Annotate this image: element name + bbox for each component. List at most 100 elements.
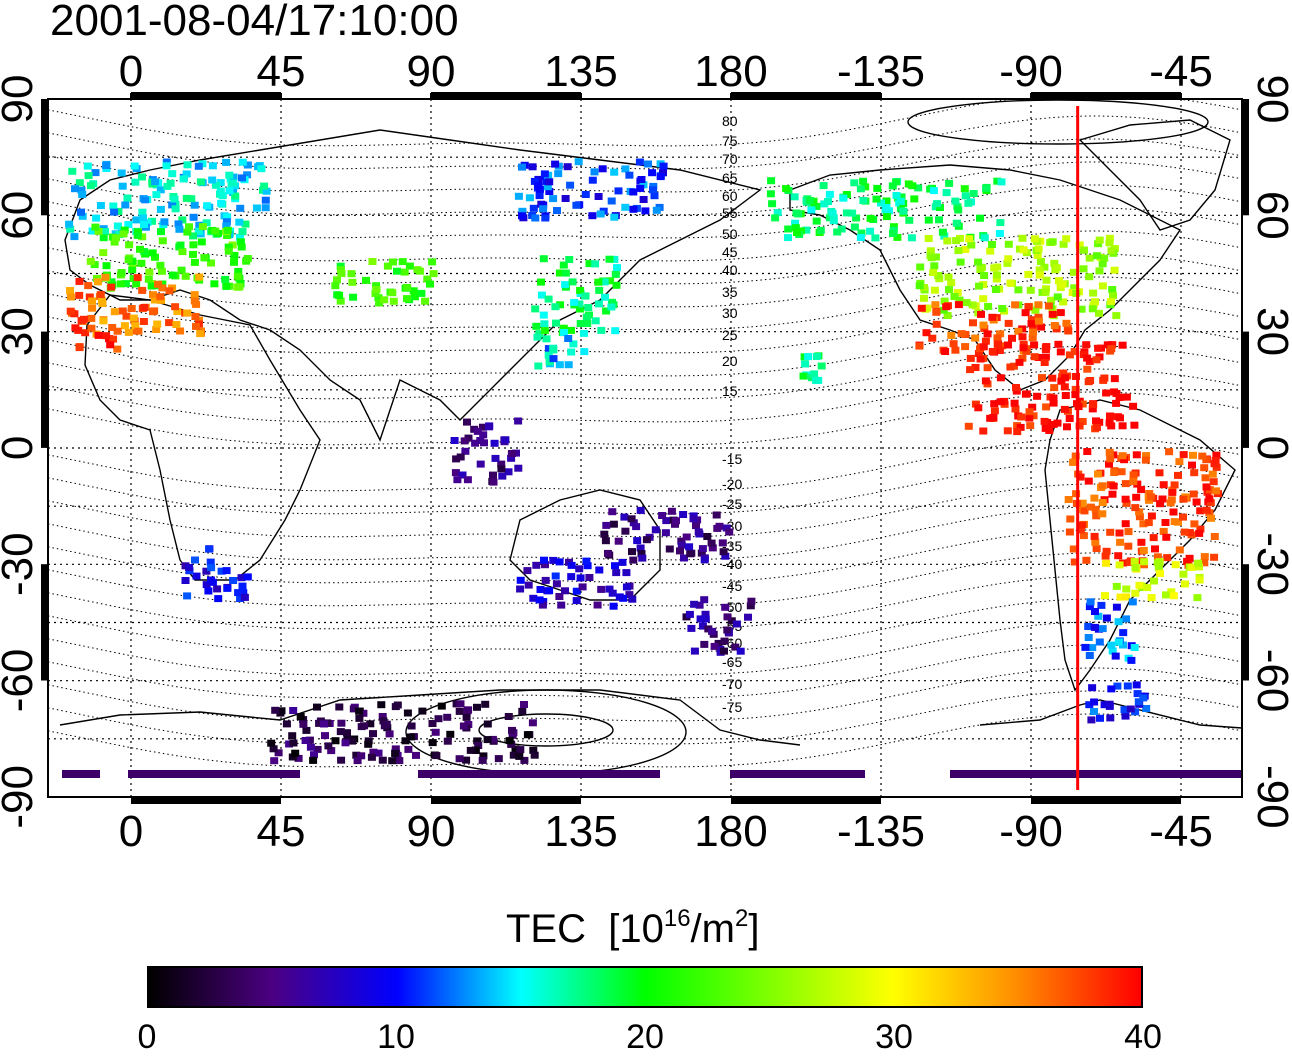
tec-point xyxy=(893,233,902,241)
tec-point xyxy=(917,304,926,312)
tec-point xyxy=(75,291,84,299)
tec-point xyxy=(1169,592,1178,600)
tec-point xyxy=(920,284,928,291)
tec-point xyxy=(1210,533,1219,540)
tec-point xyxy=(700,556,709,564)
tec-point xyxy=(1070,558,1079,566)
tec-point xyxy=(1103,341,1112,349)
tec-point xyxy=(128,266,137,274)
tec-point xyxy=(784,225,793,233)
tec-point xyxy=(696,615,705,623)
tec-point xyxy=(897,193,906,201)
tec-point xyxy=(1140,558,1149,566)
tec-point xyxy=(597,585,606,593)
tec-point xyxy=(68,167,77,175)
tec-point xyxy=(602,521,611,529)
tec-point xyxy=(313,745,322,753)
tec-point xyxy=(404,745,413,753)
tec-point xyxy=(355,714,364,722)
tec-point xyxy=(151,253,159,261)
tec-point xyxy=(1048,310,1057,318)
tec-point xyxy=(393,267,401,275)
tec-point xyxy=(450,437,459,444)
tec-point xyxy=(1179,495,1188,503)
tec-point xyxy=(1095,267,1104,275)
tec-point xyxy=(211,227,220,235)
tec-point xyxy=(578,583,587,591)
tec-point xyxy=(1115,561,1124,569)
tec-point xyxy=(92,214,101,222)
tec-point xyxy=(1072,490,1081,498)
tec-point xyxy=(953,289,962,297)
left-frame-bar xyxy=(41,331,48,448)
tec-point xyxy=(1142,452,1151,460)
tec-point xyxy=(207,259,215,267)
tec-point xyxy=(426,280,434,288)
tec-point xyxy=(71,185,79,193)
tec-point xyxy=(549,556,558,564)
tec-point xyxy=(551,303,560,311)
tec-point xyxy=(857,229,866,237)
tec-point xyxy=(1195,563,1203,571)
tec-point xyxy=(489,478,498,486)
tec-point xyxy=(690,647,699,655)
tec-point xyxy=(1105,448,1114,456)
tec-point xyxy=(428,258,437,266)
tec-point xyxy=(611,270,620,278)
tec-point xyxy=(1069,545,1078,553)
right-axis-tick: -90 xyxy=(1248,765,1292,829)
tec-point xyxy=(575,300,584,308)
tec-point xyxy=(187,195,196,203)
tec-point xyxy=(388,757,397,765)
tec-point xyxy=(1094,344,1103,352)
tec-point xyxy=(1129,478,1138,486)
south-pole-contour-inner xyxy=(478,713,614,747)
tec-point xyxy=(1153,553,1162,561)
tec-point xyxy=(172,321,181,328)
tec-point xyxy=(708,627,717,635)
tec-point xyxy=(1083,354,1092,362)
tec-point xyxy=(596,210,605,218)
tec-point xyxy=(625,171,634,179)
tec-point xyxy=(531,214,540,222)
tec-point xyxy=(91,223,100,231)
tec-point xyxy=(1121,480,1130,488)
tec-point xyxy=(557,601,566,609)
tec-point xyxy=(529,594,538,602)
tec-point xyxy=(1059,240,1068,248)
tec-point xyxy=(544,351,553,359)
tec-point xyxy=(1069,458,1078,466)
tec-point xyxy=(1006,363,1015,371)
tec-point xyxy=(1003,259,1012,267)
tec-point xyxy=(1069,268,1078,276)
tec-band xyxy=(62,770,100,778)
tec-point xyxy=(1087,716,1096,724)
tec-point xyxy=(1201,474,1210,482)
tec-point xyxy=(767,177,776,185)
tec-point xyxy=(986,247,995,255)
tec-point xyxy=(539,255,548,263)
tec-point xyxy=(288,732,297,740)
tec-point xyxy=(1124,528,1133,536)
tec-point xyxy=(202,581,211,589)
tec-point xyxy=(148,249,157,257)
top-axis-ticks: 0 45 90 135 180 -135 -90 -45 xyxy=(119,47,1213,99)
tec-point xyxy=(621,203,630,211)
tec-point xyxy=(212,181,220,189)
right-axis-tick: 90 xyxy=(1248,75,1292,124)
tec-point xyxy=(518,212,526,220)
tec-point xyxy=(977,263,986,271)
tec-point xyxy=(996,374,1005,382)
tec-point xyxy=(929,187,938,195)
tec-point xyxy=(1179,513,1187,521)
tec-point xyxy=(267,739,276,747)
tec-point xyxy=(1004,341,1012,349)
tec-point xyxy=(1054,340,1063,348)
tec-point xyxy=(567,561,576,569)
modip-contour-line xyxy=(48,621,1241,676)
tec-point xyxy=(491,454,500,462)
tec-point xyxy=(567,573,576,581)
tec-point xyxy=(1183,557,1192,565)
tec-point xyxy=(628,595,637,603)
left-axis-tick: 0 xyxy=(0,436,42,460)
